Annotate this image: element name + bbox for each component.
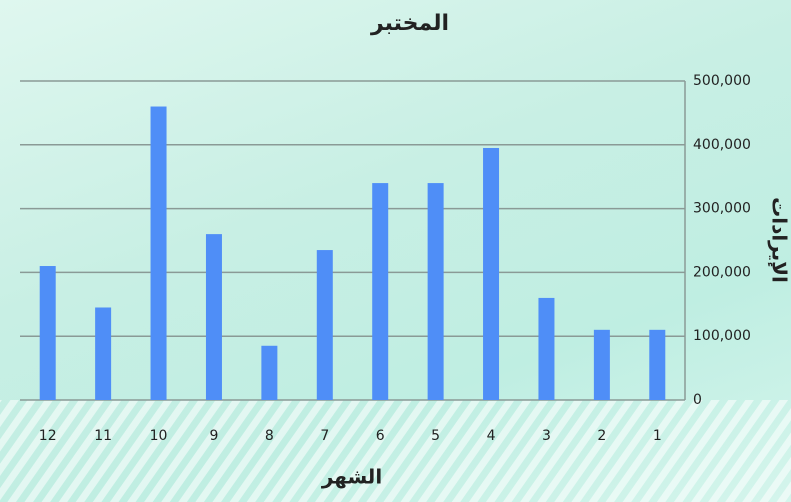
x-tick-label: 4 <box>487 428 496 444</box>
y-tick-label: 300,000 <box>693 201 751 217</box>
x-tick-label: 6 <box>376 428 385 444</box>
x-tick-label: 12 <box>39 428 57 444</box>
x-tick-label: 7 <box>320 428 329 444</box>
x-tick-label: 8 <box>265 428 274 444</box>
bar <box>316 250 333 400</box>
x-tick-label: 3 <box>542 428 551 444</box>
y-tick-label: 100,000 <box>693 328 751 344</box>
chart-title: المختبر <box>370 11 449 36</box>
bar <box>372 183 389 400</box>
decor-stripes <box>0 400 791 502</box>
x-axis-title: الشهر <box>321 465 382 489</box>
y-tick-label: 0 <box>693 392 702 408</box>
x-tick-label: 11 <box>94 428 112 444</box>
bar <box>205 234 222 400</box>
x-tick-label: 5 <box>431 428 440 444</box>
bar <box>538 297 555 400</box>
y-axis-title: الإيرادات <box>768 197 791 283</box>
bar <box>427 183 444 400</box>
bar <box>39 266 56 400</box>
y-tick-label: 400,000 <box>693 137 751 153</box>
bar <box>150 106 167 401</box>
x-tick-label: 10 <box>150 428 168 444</box>
x-tick-label: 2 <box>597 428 606 444</box>
x-tick-label: 9 <box>209 428 218 444</box>
bar <box>649 329 666 400</box>
bar <box>95 307 112 400</box>
y-tick-label: 500,000 <box>693 73 751 89</box>
bar <box>483 147 500 400</box>
y-tick-label: 200,000 <box>693 264 751 280</box>
bar <box>593 329 610 400</box>
bar <box>261 345 278 400</box>
x-tick-label: 1 <box>653 428 662 444</box>
